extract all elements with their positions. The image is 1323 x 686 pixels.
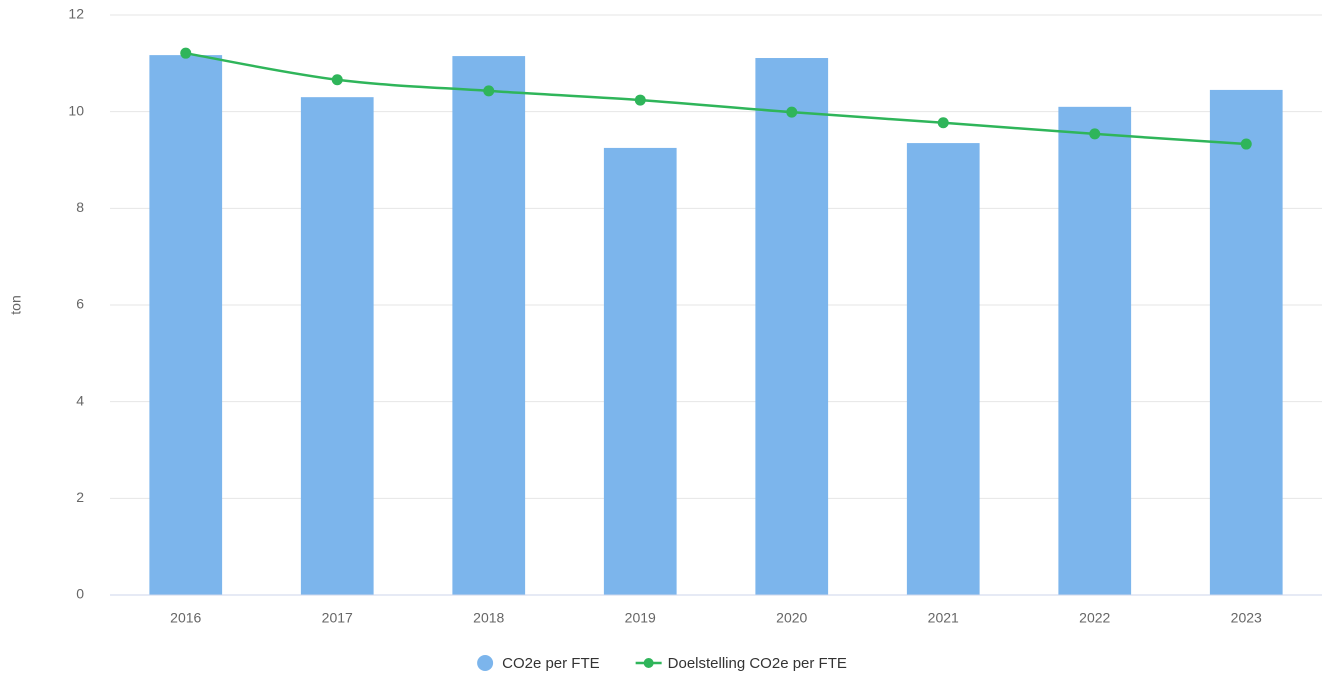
bar xyxy=(1058,106,1132,595)
y-tick-label: 6 xyxy=(76,296,84,312)
legend-item: Doelstelling CO2e per FTE xyxy=(635,655,847,672)
line-point xyxy=(937,117,949,129)
bar xyxy=(603,147,677,595)
bar xyxy=(1209,89,1283,596)
bar xyxy=(149,55,223,596)
legend-symbol xyxy=(643,658,654,668)
x-tick-label: 2023 xyxy=(1231,610,1262,626)
line-point xyxy=(634,94,646,106)
x-tick-label: 2017 xyxy=(322,610,353,626)
legend: CO2e per FTE Doelstelling CO2e per FTE xyxy=(477,655,847,672)
bar xyxy=(300,97,374,596)
y-tick-label: 12 xyxy=(68,6,84,22)
x-tick-label: 2018 xyxy=(473,610,504,626)
y-tick-label: 0 xyxy=(76,586,84,602)
line-point xyxy=(331,74,343,86)
x-tick-label: 2016 xyxy=(170,610,201,626)
line-point xyxy=(180,47,192,59)
legend-item: CO2e per FTE xyxy=(477,655,600,672)
line-point xyxy=(1089,128,1101,140)
x-tick-label: 2022 xyxy=(1079,610,1110,626)
y-tick-label: 10 xyxy=(68,102,84,118)
y-axis-label: ton xyxy=(8,295,24,314)
legend-label: CO2e per FTE xyxy=(502,655,600,672)
legend-symbol xyxy=(477,655,494,671)
line-point xyxy=(483,85,495,97)
x-tick-label: 2019 xyxy=(625,610,656,626)
x-tick-label: 2021 xyxy=(928,610,959,626)
line xyxy=(185,51,1247,146)
y-tick-label: 2 xyxy=(76,489,84,505)
bar xyxy=(906,143,980,596)
legend-label: Doelstelling CO2e per FTE xyxy=(668,655,847,672)
x-tick-label: 2020 xyxy=(776,610,807,626)
y-tick-label: 8 xyxy=(76,199,84,215)
bar xyxy=(452,56,526,596)
line-point xyxy=(786,106,798,118)
y-tick-label: 4 xyxy=(76,392,84,408)
line-point xyxy=(1240,138,1252,150)
bar xyxy=(755,58,829,596)
